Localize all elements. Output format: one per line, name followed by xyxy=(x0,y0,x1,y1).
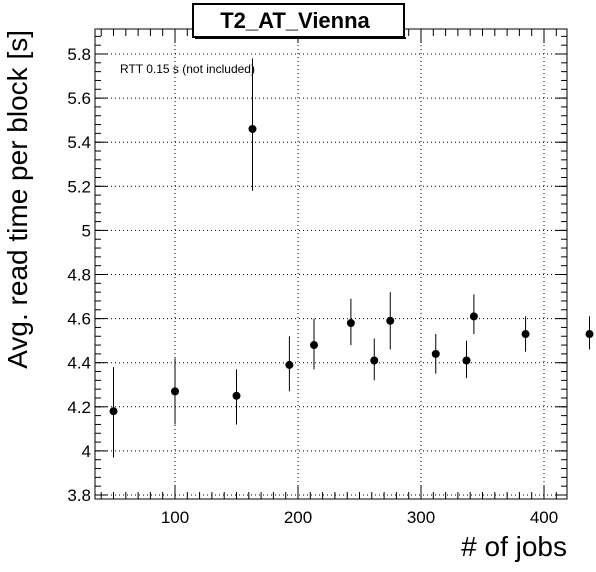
data-point xyxy=(521,316,530,352)
data-point xyxy=(386,292,395,350)
x-tick-label: 400 xyxy=(530,508,558,527)
point-marker xyxy=(285,360,294,369)
point-marker xyxy=(521,330,530,339)
y-tick-label: 3.8 xyxy=(67,486,91,505)
point-marker xyxy=(109,407,118,416)
y-tick-label: 5.2 xyxy=(67,177,91,196)
rtt-annotation: RTT 0.15 s (not included) xyxy=(120,62,255,76)
y-tick-label: 4 xyxy=(82,442,91,461)
data-points xyxy=(109,58,594,458)
point-marker xyxy=(462,356,471,365)
point-marker xyxy=(370,356,379,365)
data-point xyxy=(585,316,594,350)
y-tick-label: 4.8 xyxy=(67,266,91,285)
y-axis-title: Avg. read time per block [s] xyxy=(2,30,33,369)
data-point xyxy=(462,340,471,379)
data-point xyxy=(431,334,440,374)
point-marker xyxy=(232,391,241,400)
chart-title-box: T2_AT_Vienna xyxy=(192,3,406,39)
data-point xyxy=(469,294,478,335)
x-axis-title: # of jobs xyxy=(461,531,567,562)
data-point xyxy=(171,358,179,425)
y-tick-label: 5 xyxy=(82,221,91,240)
data-point xyxy=(370,338,379,381)
data-point xyxy=(109,367,118,458)
y-tick-label: 4.4 xyxy=(67,354,91,373)
x-tick-label: 200 xyxy=(284,508,312,527)
y-tick-label: 4.6 xyxy=(67,310,91,329)
data-point xyxy=(248,58,257,191)
plot-frame xyxy=(94,28,568,500)
chart-title: T2_AT_Vienna xyxy=(220,8,370,33)
x-tick-label: 300 xyxy=(407,508,435,527)
data-point xyxy=(285,336,294,392)
point-marker xyxy=(309,341,318,350)
point-marker xyxy=(431,349,440,358)
y-tick-label: 4.2 xyxy=(67,398,91,417)
grid-lines xyxy=(95,29,567,499)
point-marker xyxy=(171,387,179,396)
y-tick-label: 5.8 xyxy=(67,45,91,64)
x-tick-label: 100 xyxy=(161,508,189,527)
title-shadow xyxy=(195,37,406,39)
y-tick-label: 5.4 xyxy=(67,133,91,152)
point-marker xyxy=(585,330,594,339)
data-point xyxy=(309,318,318,370)
data-point xyxy=(232,369,241,425)
axis-ticks xyxy=(95,29,567,499)
point-marker xyxy=(386,316,395,325)
tick-labels: 3.8 4 4.2 4.4 4.6 4.8 5 5.2 5.4 5.6 5.8 100 200 300 40… xyxy=(67,45,558,527)
point-marker xyxy=(248,124,257,133)
y-tick-label: 5.6 xyxy=(67,89,91,108)
data-point xyxy=(346,298,355,346)
point-marker xyxy=(469,312,478,321)
point-marker xyxy=(346,319,355,328)
